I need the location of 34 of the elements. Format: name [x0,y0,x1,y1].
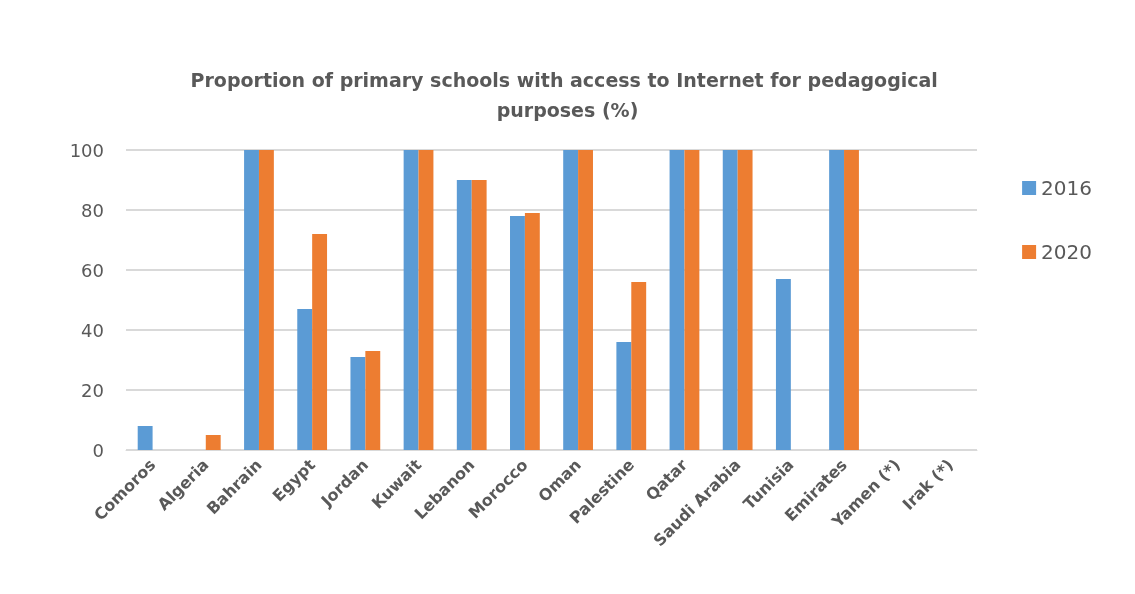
bar [456,180,472,450]
bar [616,342,632,450]
bar [137,426,153,450]
y-tick-label: 80 [81,199,104,221]
y-tick-label: 60 [81,259,104,281]
bar [775,279,791,450]
bar [631,282,647,450]
bar [258,150,274,450]
bar [524,213,540,450]
legend-label: 2020 [1041,240,1093,264]
legend-label: 2016 [1041,176,1093,200]
bar [737,150,753,450]
bar [563,150,579,450]
y-tick-label: 100 [69,139,104,161]
bar [403,150,419,450]
bar [312,234,328,450]
bar [510,216,525,450]
bar [244,150,259,450]
bar [297,309,313,450]
chart-title: Proportion of primary schools with access to Internet for pedagogical purposes (%) [190,69,945,121]
bar [471,180,487,450]
bar [365,351,381,450]
y-tick-label: 40 [81,319,104,341]
bar [350,357,366,450]
bar [684,150,700,450]
y-tick-label: 0 [92,439,104,461]
bar [578,150,593,450]
bar [418,150,434,450]
bar [205,435,221,450]
bar [829,150,845,450]
y-tick-label: 20 [81,379,104,401]
bar [669,150,685,450]
bar [722,150,738,450]
bar [844,150,859,450]
